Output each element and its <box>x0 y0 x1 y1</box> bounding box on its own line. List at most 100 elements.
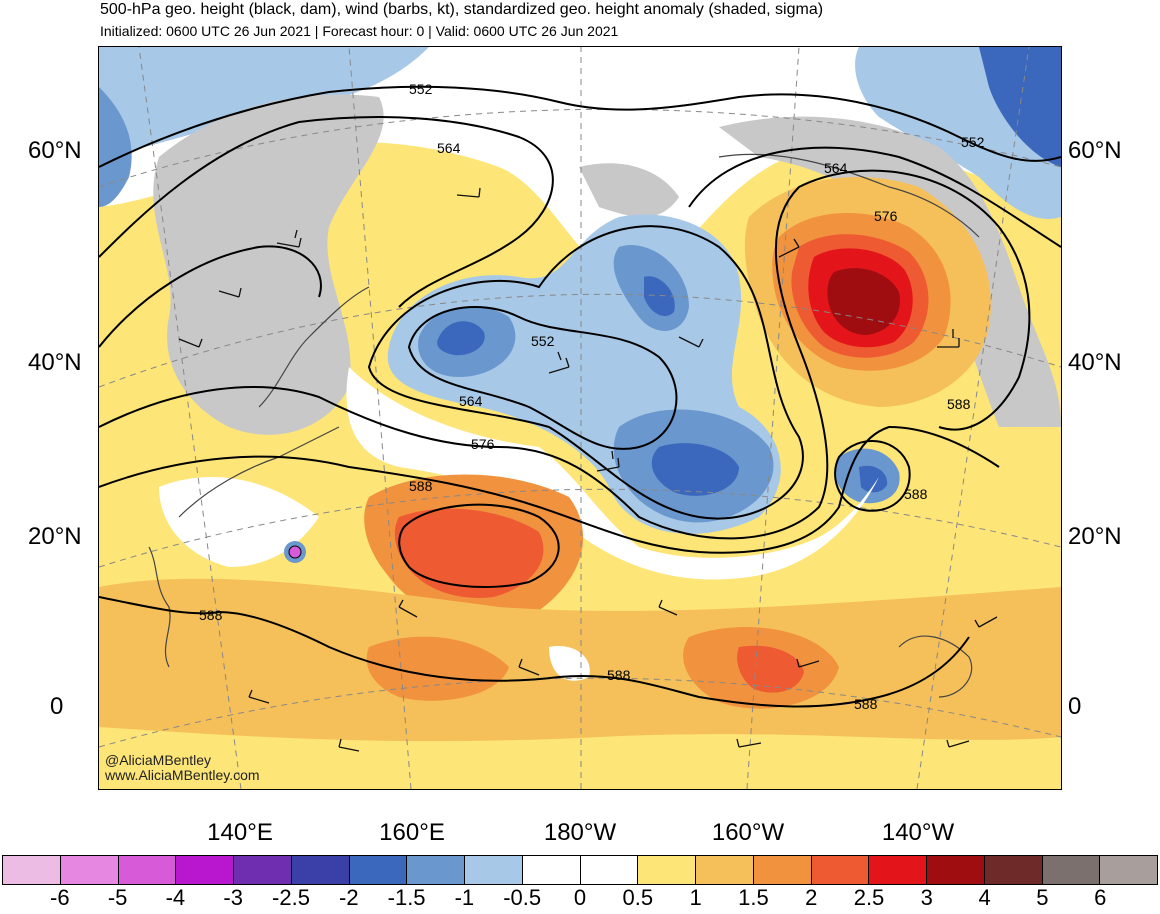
lat-label-20n: 20°N <box>28 523 82 550</box>
colorbar-swatch <box>291 856 350 884</box>
contour-label: 576 <box>874 208 898 224</box>
colorbar-swatch <box>522 856 581 884</box>
colorbar-tick-label: 2 <box>805 885 818 910</box>
colorbar-swatch <box>753 856 812 884</box>
colorbar-tick-label: 6 <box>1094 885 1107 910</box>
lon-label-160e: 160°E <box>379 819 445 846</box>
colorbar-swatch <box>984 856 1043 884</box>
contour-label: 552 <box>961 134 985 150</box>
land-kamchatka <box>579 163 679 217</box>
colorbar <box>2 855 1158 885</box>
neutral-patch-equator <box>549 646 590 681</box>
colorbar-swatch <box>869 856 927 884</box>
contour-label: 588 <box>409 478 433 494</box>
cutoff-low-anomaly-core <box>859 465 888 493</box>
subtropical-high-anomaly-core <box>394 508 544 598</box>
lat-label-60n-right: 60°N <box>1068 137 1122 164</box>
contour-label: 588 <box>854 696 878 712</box>
contour-576-west <box>99 245 322 348</box>
trough-anomaly-low1-core <box>437 321 485 356</box>
contour-label: 552 <box>531 333 555 349</box>
colorbar-tick-label: 0 <box>573 885 587 910</box>
colorbar-swatch <box>580 856 639 884</box>
height-contours <box>99 85 1061 708</box>
colorbar-tick-label: 1 <box>689 885 702 910</box>
contour-label: 564 <box>437 140 461 156</box>
trough-anomaly-low2-core <box>644 276 675 317</box>
colorbar-tick-label: 5 <box>1036 885 1049 910</box>
lat-label-60n: 60°N <box>28 137 82 164</box>
ridge-anomaly-max <box>827 268 900 335</box>
contour-label: 588 <box>947 396 971 412</box>
contour-label: 552 <box>409 81 433 97</box>
colorbar-swatch <box>927 856 985 884</box>
colorbar-tick-label: -6 <box>50 885 70 910</box>
map-panel: 552 564 552 564 576 588 564 576 552 588 … <box>98 46 1062 790</box>
negative-anomaly-northeast-core <box>979 47 1061 167</box>
land-asia <box>153 94 384 435</box>
colorbar-tick-label: -1.5 <box>387 885 426 910</box>
contour-label: 564 <box>459 393 483 409</box>
neutral-band <box>346 367 879 580</box>
colorbar-tick-label: -2 <box>339 885 359 910</box>
lon-label-140w: 140°W <box>881 819 955 846</box>
colorbar-tick-label: 4 <box>978 885 991 910</box>
contour-label: 564 <box>824 160 848 176</box>
colorbar-swatch <box>696 856 754 884</box>
negative-anomaly-west <box>99 87 132 207</box>
graticule <box>99 47 1061 789</box>
lat-label-40n-right: 40°N <box>1068 349 1122 376</box>
map-subtitle: Initialized: 0600 UTC 26 Jun 2021 | Fore… <box>100 23 619 39</box>
lat-label-0-right: 0 <box>1068 693 1082 720</box>
contour-588-cutoff <box>834 440 911 512</box>
lon-label-160w: 160°W <box>711 819 785 846</box>
wind-barbs <box>178 187 998 752</box>
negative-anomaly-northwest <box>99 47 429 157</box>
contour-564-alaska <box>688 146 1061 248</box>
trough-anomaly-low3-core <box>651 443 739 496</box>
lon-label-140e: 140°E <box>207 819 273 846</box>
watermark-handle: @AliciaMBentley <box>105 752 212 768</box>
contour-552-trough <box>407 306 678 450</box>
colorbar-swatch <box>1100 856 1157 884</box>
colorbar-tick-label: -0.5 <box>503 885 542 910</box>
watermark-url: www.AliciaMBentley.com <box>105 767 260 783</box>
tropical-anomaly-central-core <box>737 645 804 693</box>
colorbar-tick-label: 1.5 <box>738 885 769 910</box>
contour-588-closed <box>398 503 560 588</box>
contour-552-north <box>99 85 1061 168</box>
lon-label-180w: 180°W <box>543 819 617 846</box>
colorbar-swatch <box>349 856 408 884</box>
colorbar-swatch <box>118 856 177 884</box>
colorbar-tick-label: -5 <box>107 885 128 910</box>
colorbar-swatch <box>60 856 119 884</box>
map-svg: 552 564 552 564 576 588 564 576 552 588 … <box>99 47 1061 789</box>
contour-label: 588 <box>607 667 631 683</box>
colorbar-tick-label: -2.5 <box>272 885 310 910</box>
contour-label: 588 <box>904 486 928 502</box>
contour-588-tropics <box>99 596 970 708</box>
contour-564-north <box>99 116 554 308</box>
colorbar-swatch <box>465 856 523 884</box>
colorbar-tick-label: 2.5 <box>853 885 885 910</box>
contour-label: 576 <box>471 436 495 452</box>
lat-label-20n-right: 20°N <box>1068 523 1122 550</box>
colorbar-tick-label: 3 <box>920 885 933 910</box>
colorbar-tick-label: -1 <box>454 885 475 910</box>
colorbar-swatch <box>811 856 870 884</box>
colorbar-swatch <box>3 856 61 884</box>
colorbar-swatch <box>234 856 292 884</box>
colorbar-tick-label: -4 <box>165 885 186 910</box>
contour-labels: 552 564 552 564 576 588 564 576 552 588 … <box>199 81 985 712</box>
contour-576 <box>99 169 1031 540</box>
colorbar-swatch <box>1042 856 1101 884</box>
contour-564-trough <box>367 225 804 520</box>
colorbar-swatch <box>176 856 234 884</box>
colorbar-swatch <box>407 856 465 884</box>
colorbar-swatch <box>638 856 696 884</box>
contour-588-north <box>99 425 1000 554</box>
map-title: 500-hPa geo. height (black, dam), wind (… <box>100 1 824 18</box>
colorbar-tick-label: -3 <box>223 885 243 910</box>
contour-label: 588 <box>199 607 223 623</box>
lat-label-0: 0 <box>50 693 64 720</box>
